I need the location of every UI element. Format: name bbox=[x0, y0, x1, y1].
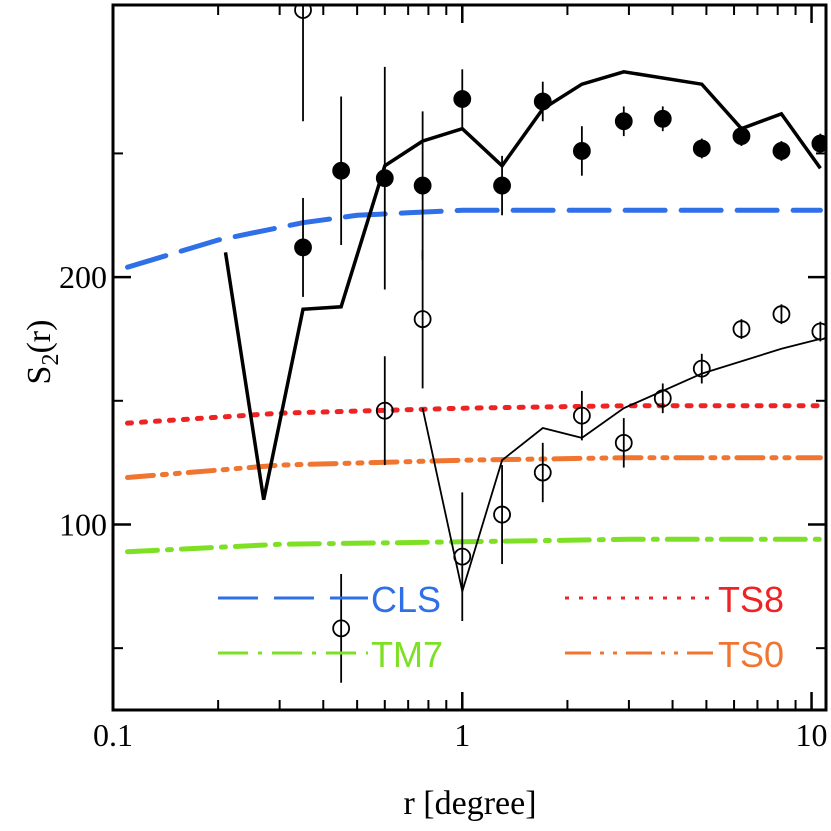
filled-point bbox=[332, 161, 351, 180]
y-axis-label-main: S bbox=[21, 366, 58, 385]
y-axis-label: S2(r) bbox=[21, 320, 64, 385]
series-ts0-line bbox=[125, 455, 823, 480]
filled-point bbox=[294, 238, 312, 257]
x-tick-label: 10 bbox=[796, 717, 828, 753]
open-point bbox=[811, 322, 826, 341]
filled-point bbox=[533, 92, 552, 111]
plot-frame bbox=[111, 3, 828, 712]
open-point bbox=[692, 359, 711, 378]
filled-point bbox=[811, 134, 826, 153]
x-tick-label: 1 bbox=[454, 717, 470, 753]
axes: 0.1 1 10 100 200 bbox=[59, 3, 828, 753]
filled-point bbox=[772, 142, 791, 160]
open-point bbox=[614, 433, 633, 452]
open-point bbox=[413, 310, 432, 329]
thick-model-line bbox=[223, 70, 822, 501]
legend-tm7-label: TM7 bbox=[371, 634, 443, 675]
filled-point bbox=[413, 176, 432, 195]
y-tick-label: 100 bbox=[59, 506, 107, 542]
filled-point bbox=[732, 127, 751, 146]
open-point bbox=[772, 305, 791, 324]
legend: CLS TS8 TM7 TS0 bbox=[218, 579, 784, 675]
filled-point bbox=[653, 109, 672, 128]
open-point bbox=[332, 619, 351, 638]
open-point bbox=[653, 389, 672, 408]
filled-point bbox=[614, 112, 633, 131]
y-axis-label-sub: 2 bbox=[38, 354, 64, 366]
x-tick-label: 0.1 bbox=[93, 717, 133, 753]
series-cls-line bbox=[125, 207, 823, 270]
filled-point bbox=[453, 90, 472, 108]
open-point bbox=[493, 505, 511, 524]
thin-model-line bbox=[421, 338, 821, 595]
filled-point bbox=[493, 176, 511, 195]
open-point bbox=[453, 547, 472, 566]
legend-cls-label: CLS bbox=[371, 579, 441, 620]
filled-point bbox=[375, 169, 394, 188]
open-point bbox=[572, 406, 591, 425]
series-layer bbox=[125, 70, 823, 595]
open-point bbox=[533, 463, 552, 482]
open-point bbox=[294, 5, 312, 19]
filled-point bbox=[692, 139, 711, 158]
legend-ts8-label: TS8 bbox=[718, 579, 784, 620]
series-ts8-line bbox=[125, 403, 823, 426]
legend-ts0-label: TS0 bbox=[718, 634, 784, 675]
open-point bbox=[732, 320, 751, 338]
filled-point bbox=[572, 142, 591, 160]
y-axis-label-tail: (r) bbox=[21, 320, 58, 354]
open-point bbox=[375, 401, 394, 420]
points-layer bbox=[294, 5, 826, 683]
x-axis-label: r [degree] bbox=[403, 785, 536, 822]
y-tick-label: 200 bbox=[59, 259, 107, 295]
